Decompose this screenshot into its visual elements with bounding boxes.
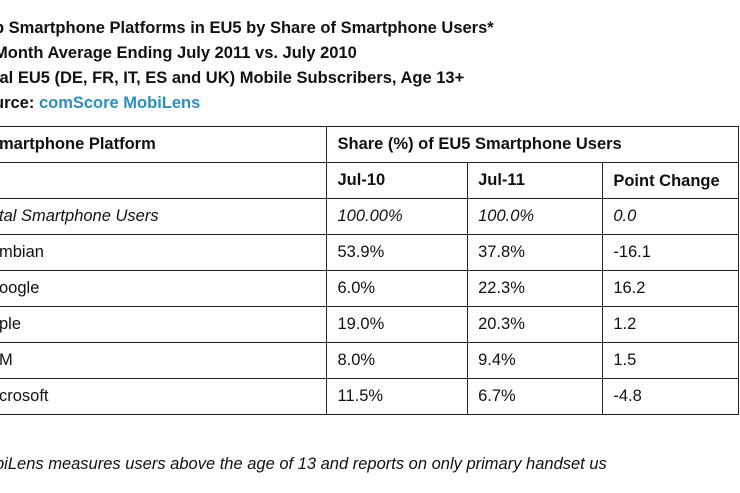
change-cell: -16.1 (602, 234, 739, 271)
change-cell: 16.2 (602, 270, 739, 307)
jul10-header: Jul-10 (326, 162, 469, 199)
source-prefix: urce: (0, 94, 35, 112)
share-group-header: Share (%) of EU5 Smartphone Users (326, 126, 739, 163)
jul10-cell: 11.5% (326, 378, 469, 415)
jul11-cell: 100.0% (467, 198, 604, 235)
jul10-cell: 8.0% (326, 342, 469, 379)
platform-cell: crosoft (0, 378, 328, 415)
jul11-header: Jul-11 (467, 162, 604, 199)
source-link[interactable]: comScore MobiLens (38, 94, 201, 112)
table-row: ple 19.0% 20.3% 1.2 (0, 306, 739, 343)
jul11-cell: 37.8% (467, 234, 604, 271)
caption-population: tal EU5 (DE, FR, IT, ES and UK) Mobile S… (0, 69, 465, 87)
caption-source: urce: comScore MobiLens (0, 91, 494, 116)
change-cell: 0.0 (602, 198, 739, 235)
jul10-cell: 6.0% (326, 270, 469, 307)
caption-title: p Smartphone Platforms in EU5 by Share o… (0, 19, 494, 37)
jul11-cell: 20.3% (467, 306, 604, 343)
table-row: oogle 6.0% 22.3% 16.2 (0, 270, 739, 307)
footnote: biLens measures users above the age of 1… (0, 455, 607, 473)
platform-cell: M (0, 342, 328, 379)
change-cell: -4.8 (602, 378, 739, 415)
caption-period: Month Average Ending July 2011 vs. July … (0, 44, 357, 62)
table-caption: p Smartphone Platforms in EU5 by Share o… (0, 16, 494, 116)
point-change-header: Point Change (602, 162, 739, 199)
table-row: M 8.0% 9.4% 1.5 (0, 342, 739, 379)
change-cell: 1.5 (602, 342, 739, 379)
platform-cell: tal Smartphone Users (0, 198, 328, 235)
platform-cell: mbian (0, 234, 328, 271)
jul10-cell: 100.00% (326, 198, 469, 235)
table-row: tal Smartphone Users 100.00% 100.0% 0.0 (0, 198, 739, 235)
point-change-label: Point Change (613, 171, 720, 190)
empty-header-cell (0, 162, 328, 199)
platform-column-header: martphone Platform (0, 126, 328, 163)
table-row: mbian 53.9% 37.8% -16.1 (0, 234, 739, 271)
jul10-cell: 19.0% (326, 306, 469, 343)
change-cell: 1.2 (602, 306, 739, 343)
platform-share-table: martphone Platform Share (%) of EU5 Smar… (0, 126, 739, 415)
table-row: crosoft 11.5% 6.7% -4.8 (0, 378, 739, 415)
jul10-cell: 53.9% (326, 234, 469, 271)
jul11-cell: 22.3% (467, 270, 604, 307)
table-subheader-row: Jul-10 Jul-11 Point Change (0, 162, 739, 199)
jul11-cell: 9.4% (467, 342, 604, 379)
table-header-row: martphone Platform Share (%) of EU5 Smar… (0, 126, 739, 163)
platform-cell: ple (0, 306, 328, 343)
platform-cell: oogle (0, 270, 328, 307)
jul11-cell: 6.7% (467, 378, 604, 415)
